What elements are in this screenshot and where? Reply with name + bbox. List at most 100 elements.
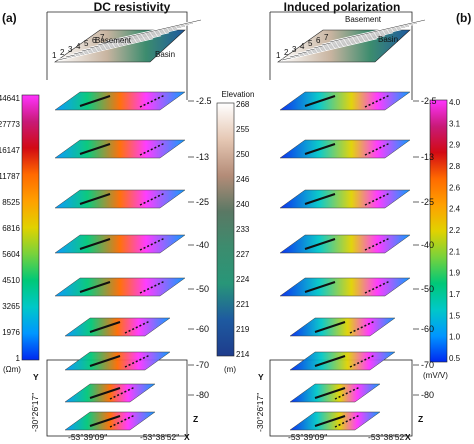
dotted-trace <box>139 280 166 294</box>
depth-label: -40 <box>421 240 434 250</box>
depth-labels-a: -2.5 -13 -25 -40 -50 -60 -70 -80 <box>188 96 212 400</box>
fault-line <box>314 415 346 427</box>
depth-label: -80 <box>196 390 209 400</box>
panel-a-slices <box>54 91 186 431</box>
tick-label: 16147 <box>0 146 21 155</box>
depth-slice <box>279 91 411 111</box>
tick-label: 4510 <box>2 276 20 285</box>
tick-label: 3.1 <box>449 119 461 128</box>
tick-label: 1976 <box>2 328 20 337</box>
depth-label: -25 <box>196 197 209 207</box>
depth-label: -80 <box>421 390 434 400</box>
tick-label: 1.9 <box>449 269 461 278</box>
line-number: 7 <box>100 33 105 42</box>
tick-label: 5604 <box>2 250 20 259</box>
depth-slice <box>279 277 411 297</box>
depth-label: -13 <box>421 152 434 162</box>
survey-line-outline <box>73 31 170 55</box>
tick-label: 250 <box>236 150 250 159</box>
tick-label: 0.5 <box>449 354 461 363</box>
dotted-trace <box>109 386 136 400</box>
line-number: 2 <box>60 48 65 57</box>
basin-label-a: Basin <box>155 50 175 59</box>
fault-line <box>79 95 111 107</box>
panel-b-title: Induced polarization <box>284 0 401 14</box>
survey-line-outline <box>289 34 386 58</box>
dotted-trace <box>364 142 391 156</box>
basin-label-b: Basin <box>378 35 398 44</box>
fault-line <box>79 281 111 293</box>
depth-slice <box>64 383 156 403</box>
tick-label: 224 <box>236 275 250 284</box>
dotted-trace <box>139 237 166 251</box>
dotted-trace <box>349 354 376 368</box>
depth-label: -40 <box>196 240 209 250</box>
dotted-trace <box>334 386 361 400</box>
tick-label: 8525 <box>2 198 20 207</box>
tick-label: 240 <box>236 200 250 209</box>
lon-left-a: -53°39'09" <box>68 432 107 442</box>
panel-a-label: (a) <box>2 11 17 25</box>
survey-line-outline <box>313 25 410 49</box>
depth-label: -25 <box>421 197 434 207</box>
survey-line-outline <box>297 31 394 55</box>
dotted-trace <box>124 320 151 334</box>
line-number: 7 <box>324 33 329 42</box>
y-axis-label-a: Y <box>33 372 39 382</box>
colorbar-a <box>21 94 40 361</box>
fault-line <box>304 95 336 107</box>
line-number: 4 <box>76 42 81 51</box>
dotted-trace <box>364 280 391 294</box>
fault-line <box>314 321 346 333</box>
survey-line-outline <box>105 19 202 43</box>
dotted-trace <box>364 94 391 108</box>
elevation-title: Elevation <box>222 90 255 99</box>
line-number: 6 <box>92 36 97 45</box>
depth-label: -60 <box>421 324 434 334</box>
depth-label: -50 <box>196 284 209 294</box>
panel-b-label: (b) <box>456 11 471 25</box>
colorbar-a-ticks: 44641 27773 16147 11787 8525 6816 5604 4510 3265… <box>0 94 21 363</box>
depth-slice <box>54 139 186 159</box>
line-number: 6 <box>316 36 321 45</box>
colorbar-b-unit: (mV/V) <box>423 371 448 380</box>
survey-line-outline <box>281 37 378 61</box>
lon-right-a: -53°38'52" <box>140 432 179 442</box>
line-number: 5 <box>84 39 89 48</box>
survey-line-outline <box>65 34 162 58</box>
fault-line <box>89 415 121 427</box>
tick-label: 2.9 <box>449 141 461 150</box>
depth-label: -70 <box>196 360 209 370</box>
tick-label: 2.2 <box>449 226 461 235</box>
panel-a-title: DC resistivity <box>94 0 171 14</box>
tick-label: 268 <box>236 100 250 109</box>
basement-label-b: Basement <box>345 15 382 24</box>
depth-slice <box>64 317 171 337</box>
survey-lines-a <box>57 18 202 62</box>
depth-label: -60 <box>196 324 209 334</box>
depth-label: -2.5 <box>196 96 212 106</box>
tick-label: 3265 <box>2 302 20 311</box>
depth-slice <box>54 234 186 254</box>
survey-line-outline <box>321 22 418 46</box>
tick-label: 11787 <box>0 172 21 181</box>
survey-line-outline <box>81 28 178 52</box>
line-number: 4 <box>300 42 305 51</box>
dotted-trace <box>334 414 361 428</box>
elevation-unit: (m) <box>224 365 236 374</box>
line-number: 1 <box>52 51 57 60</box>
panel-b-frame <box>269 11 413 437</box>
fault-line <box>79 193 111 205</box>
depth-slice <box>54 189 186 209</box>
tick-label: 233 <box>236 225 250 234</box>
tick-label: 2.6 <box>449 183 461 192</box>
tick-label: 2.1 <box>449 247 461 256</box>
panel-a-frame <box>46 11 188 437</box>
elevation-colorbar <box>216 102 235 357</box>
tick-label: 1.0 <box>449 333 461 342</box>
fault-line <box>89 387 121 399</box>
panel-b-slices <box>279 91 411 431</box>
survey-line-outline <box>57 37 154 61</box>
